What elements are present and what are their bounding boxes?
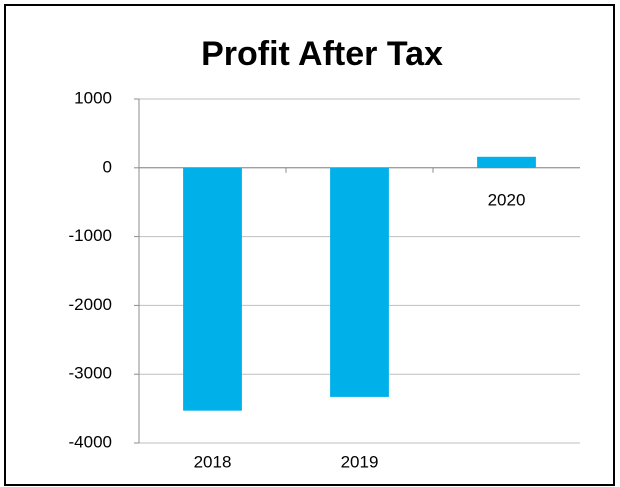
x-tick-label: 2018 <box>194 452 232 471</box>
chart-border <box>4 4 615 486</box>
x-tick-label: 2020 <box>488 190 526 209</box>
chart-title: Profit After Tax <box>201 35 443 73</box>
bar <box>183 167 242 411</box>
bar <box>330 167 389 397</box>
y-tick-label: 0 <box>103 157 112 176</box>
y-tick-label: -2000 <box>69 295 112 314</box>
x-tick-label: 2019 <box>341 452 379 471</box>
y-tick-label: -1000 <box>69 226 112 245</box>
y-tick-label: -4000 <box>69 432 112 451</box>
y-tick-label: 1000 <box>74 88 112 107</box>
y-tick-label: -3000 <box>69 364 112 383</box>
bar <box>477 156 536 168</box>
